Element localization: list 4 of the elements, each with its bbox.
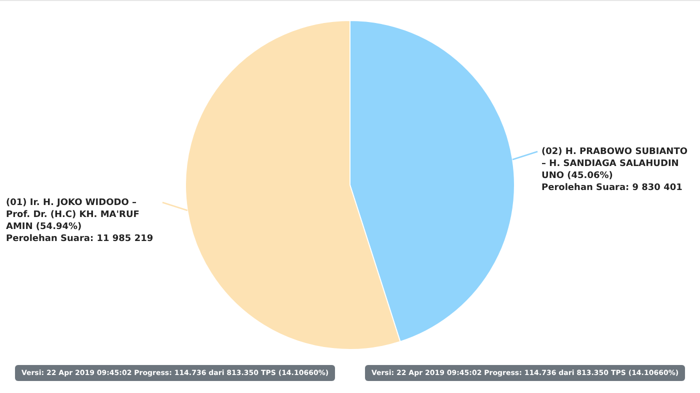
slice-label: (02) H. PRABOWO SUBIANTO – H. SANDIAGA SALAHUDIN UNO (45.06%) [542, 146, 688, 181]
data-label: Perolehan Suara: 11 985 219 [6, 234, 154, 244]
slice-label: (01) Ir. H. JOKO WIDODO – Prof. Dr. (H.C) KH. MA'RUF AMIN (54.94%) [6, 198, 140, 232]
data-label: Perolehan Suara: 9 830 401 [542, 182, 682, 193]
